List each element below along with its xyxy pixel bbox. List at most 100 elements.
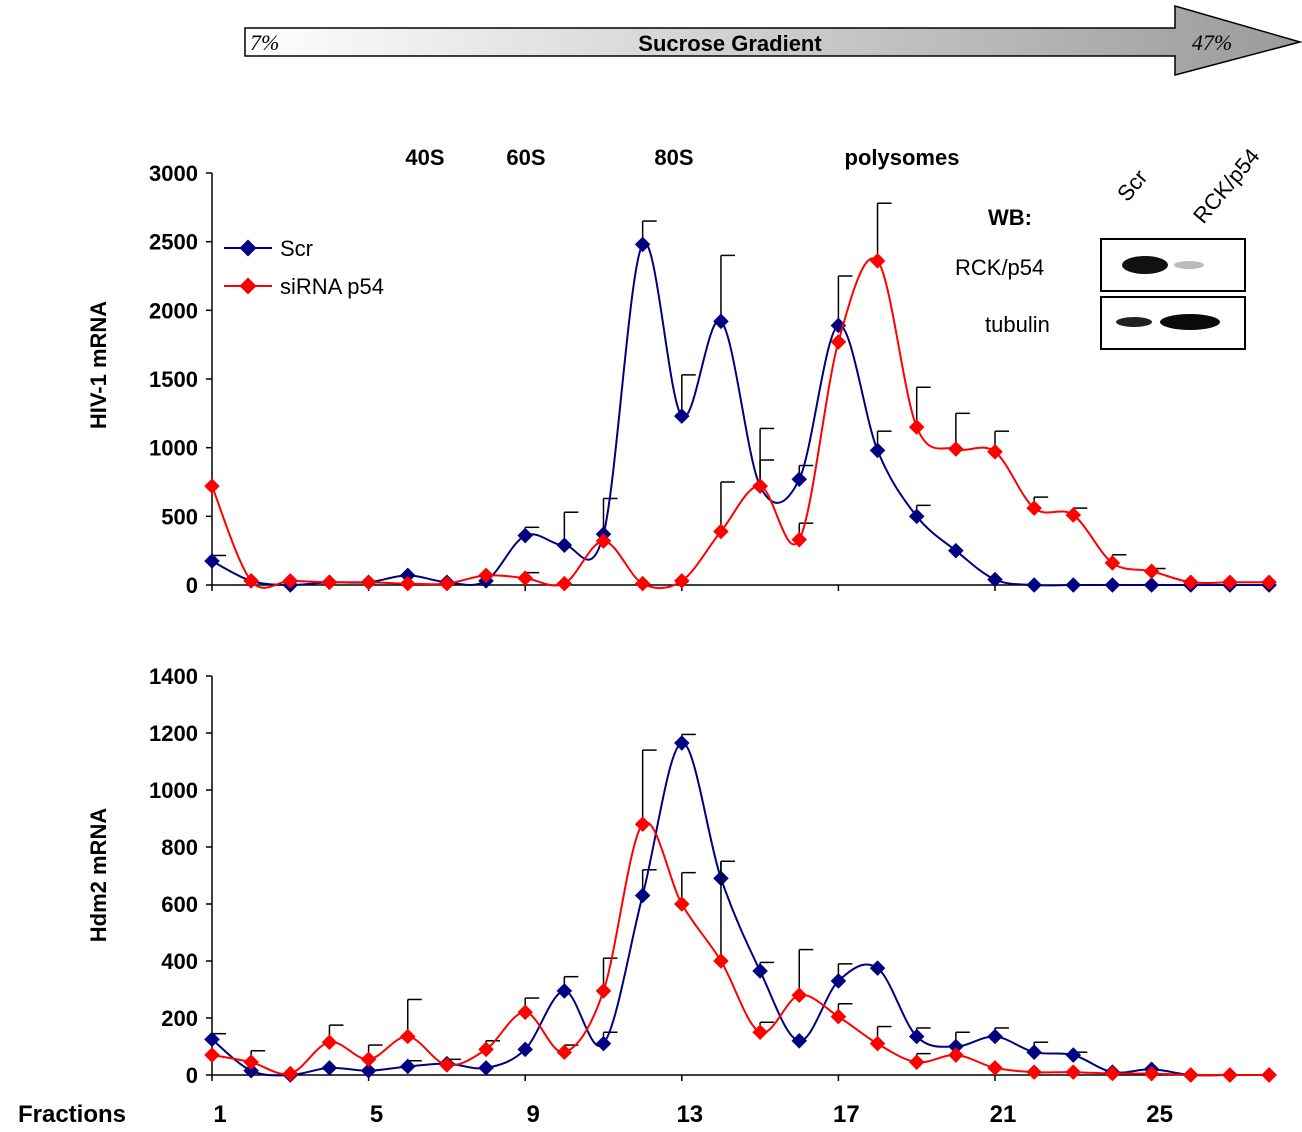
data-point-scr xyxy=(360,1062,377,1079)
data-point-scr xyxy=(478,1060,494,1076)
x-tick-label: 9 xyxy=(527,1101,540,1128)
data-point-sirna xyxy=(634,816,651,832)
x-tick-label: 21 xyxy=(990,1101,1017,1128)
data-point-scr xyxy=(204,1031,220,1048)
data-point-sirna xyxy=(243,1054,259,1070)
y-tick-label: 1400 xyxy=(149,664,198,689)
peak-label-60s: 60S xyxy=(506,145,545,170)
data-point-scr xyxy=(791,471,808,488)
wb-band-rck-sirna xyxy=(1174,261,1204,269)
y-tick-label: 0 xyxy=(186,1063,198,1088)
gradient-title: Sucrose Gradient xyxy=(638,31,822,56)
data-point-sirna xyxy=(204,1047,220,1063)
data-point-sirna xyxy=(987,1060,1003,1076)
data-point-sirna xyxy=(948,1047,964,1063)
gradient-arrow: 7% Sucrose Gradient 47% xyxy=(244,5,1302,76)
data-point-sirna xyxy=(399,575,416,592)
data-point-sirna xyxy=(791,531,808,548)
data-point-scr xyxy=(1143,577,1160,593)
wb-row-label-tubulin: tubulin xyxy=(985,312,1050,337)
data-point-sirna xyxy=(634,575,651,592)
data-point-scr xyxy=(399,1058,416,1075)
legend-marker-scr xyxy=(239,239,257,257)
data-point-scr xyxy=(634,236,651,253)
data-point-sirna xyxy=(791,987,808,1003)
data-point-scr xyxy=(948,542,964,559)
data-point-sirna xyxy=(674,573,690,589)
data-point-sirna xyxy=(1104,1065,1121,1082)
gradient-start-label: 7% xyxy=(250,30,279,55)
data-point-scr xyxy=(595,1035,612,1052)
legend-label-scr: Scr xyxy=(280,236,313,261)
data-point-sirna xyxy=(1182,574,1199,591)
fractions-label: Fractions xyxy=(18,1101,126,1128)
data-point-sirna xyxy=(439,1057,455,1073)
data-point-scr xyxy=(1026,577,1042,593)
data-point-scr xyxy=(752,963,768,979)
peak-label-80s: 80S xyxy=(654,145,693,170)
data-point-sirna xyxy=(517,570,533,586)
peak-label-40s: 40S xyxy=(405,145,444,170)
data-point-sirna xyxy=(556,575,573,592)
data-point-sirna xyxy=(321,1034,338,1051)
legend-marker-sirna xyxy=(239,277,257,295)
data-point-sirna xyxy=(1104,555,1121,571)
data-point-scr xyxy=(1104,577,1121,593)
data-point-scr xyxy=(830,973,847,989)
data-point-sirna xyxy=(360,574,377,591)
hdm2-ylabel: Hdm2 mRNA xyxy=(86,808,111,943)
data-point-sirna xyxy=(948,441,964,457)
data-point-sirna xyxy=(713,953,729,969)
data-point-sirna xyxy=(1143,1065,1160,1082)
data-point-scr xyxy=(713,313,729,330)
data-point-sirna xyxy=(1222,574,1238,591)
data-point-sirna xyxy=(321,574,338,591)
data-point-scr xyxy=(517,1041,533,1058)
hiv1-ylabel: HIV-1 mRNA xyxy=(86,301,111,429)
data-point-sirna xyxy=(439,575,455,592)
y-tick-label: 600 xyxy=(161,892,198,917)
data-point-sirna xyxy=(1261,1067,1277,1083)
data-point-scr xyxy=(674,735,690,751)
data-point-sirna xyxy=(1222,1067,1238,1083)
y-tick-label: 2000 xyxy=(149,298,198,323)
wb-band-tubulin-scr xyxy=(1116,317,1152,327)
data-point-sirna xyxy=(595,983,612,999)
data-point-sirna xyxy=(360,1051,377,1068)
y-tick-label: 200 xyxy=(161,1006,198,1031)
x-tick-label: 25 xyxy=(1146,1101,1173,1128)
wb-blot-tubulin xyxy=(1100,296,1246,350)
data-point-sirna xyxy=(399,1028,416,1045)
series-line-scr xyxy=(211,742,1269,1077)
data-point-sirna xyxy=(869,1035,886,1052)
y-tick-label: 3000 xyxy=(149,161,198,186)
data-point-sirna xyxy=(595,533,612,549)
data-point-scr xyxy=(556,537,573,553)
data-point-scr xyxy=(869,960,886,976)
data-point-sirna xyxy=(908,1054,925,1070)
data-point-scr xyxy=(791,1033,808,1049)
data-point-scr xyxy=(321,1060,338,1076)
data-point-sirna xyxy=(517,1004,533,1021)
data-point-scr xyxy=(869,442,886,459)
gradient-end-label: 47% xyxy=(1192,30,1232,55)
data-point-sirna xyxy=(674,896,690,912)
data-point-scr xyxy=(1065,1047,1082,1063)
data-point-scr xyxy=(556,983,573,999)
wb-band-rck-scr xyxy=(1122,256,1168,274)
data-point-sirna xyxy=(1143,563,1160,580)
x-tick-label: 17 xyxy=(833,1101,860,1128)
data-point-sirna xyxy=(1065,1064,1082,1080)
data-point-sirna xyxy=(1261,574,1277,591)
data-point-scr xyxy=(1026,1044,1042,1060)
x-tick-label: 13 xyxy=(676,1101,703,1128)
data-point-sirna xyxy=(869,253,886,269)
data-point-sirna xyxy=(1182,1067,1199,1083)
data-point-scr xyxy=(908,1028,925,1045)
data-point-scr xyxy=(634,887,651,904)
y-tick-label: 500 xyxy=(161,504,198,529)
wb-blot-rck xyxy=(1100,238,1246,292)
hiv1-chart: 0 500 1000 1500 2000 2500 3000 xyxy=(149,161,1277,598)
y-tick-label: 2500 xyxy=(149,230,198,255)
